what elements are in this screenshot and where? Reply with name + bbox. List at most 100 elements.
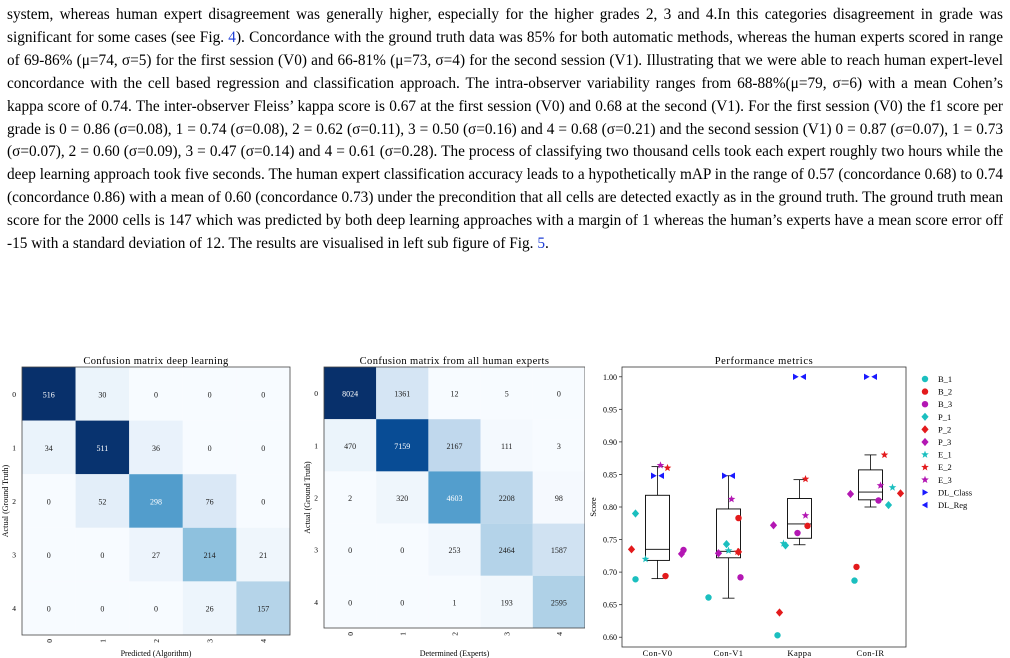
- matrix-cell: [480, 471, 533, 524]
- matrix-cell: [532, 471, 585, 524]
- matrix-cell: [428, 471, 481, 524]
- box: [645, 494, 670, 561]
- x-tick-label: Con-V0: [643, 648, 673, 658]
- col-tick-label: 2: [152, 639, 161, 643]
- legend-label: E_1: [938, 450, 952, 460]
- marker-e-2: [880, 450, 889, 459]
- matrix-cell: [22, 474, 76, 528]
- matrix-cell: [376, 419, 429, 472]
- matrix-cell: [22, 527, 76, 582]
- cell-value: 76: [206, 498, 214, 507]
- legend-marker: [921, 375, 929, 383]
- matrix-cell: [532, 419, 585, 472]
- cell-value: 12: [451, 390, 459, 399]
- col-tick-label: 4: [555, 632, 564, 636]
- marker-dl-reg: [800, 373, 806, 380]
- marker-b-2: [853, 563, 860, 571]
- legend-label: E_2: [938, 462, 952, 472]
- cell-value: 34: [45, 444, 53, 453]
- marker-e-1: [779, 539, 788, 547]
- cell-value: 4603: [447, 494, 463, 503]
- marker-b-2: [662, 572, 669, 580]
- cell-value: 0: [47, 605, 51, 614]
- confusion-matrix-human-experts: Confusion matrix from all human experts 8…: [303, 356, 585, 658]
- y-tick-label: 0.95: [603, 405, 617, 414]
- cell-value: 21: [259, 551, 267, 560]
- matrix-cell: [236, 527, 290, 582]
- cell-value: 0: [557, 390, 561, 399]
- cell-value: 470: [344, 442, 356, 451]
- y-tick-label: 0.80: [603, 503, 617, 512]
- row-tick-label: 4: [314, 598, 318, 607]
- marker-b-1: [632, 576, 639, 583]
- cell-value: 511: [97, 444, 109, 453]
- matrix-cell: [376, 523, 429, 576]
- y-tick-label: 0.65: [603, 601, 617, 610]
- matrix-cell: [376, 367, 429, 420]
- cell-value: 52: [98, 498, 106, 507]
- cell-value: 2: [348, 494, 352, 503]
- cell-value: 2464: [499, 546, 515, 555]
- marker-b-3: [875, 497, 882, 504]
- row-tick-label: 0: [12, 390, 16, 399]
- y-tick-label: 0.90: [603, 438, 617, 447]
- cell-value: 214: [204, 551, 216, 560]
- matrix-cell: [129, 581, 183, 635]
- row-tick-label: 2: [12, 497, 16, 506]
- col-tick-label: 4: [259, 639, 268, 643]
- plot-frame: [621, 366, 907, 648]
- col-tick-label: 2: [451, 632, 460, 636]
- marker-p-2: [627, 545, 636, 554]
- matrix-cell: [236, 420, 290, 475]
- marker-e-2: [733, 547, 742, 556]
- matrix-cell: [376, 471, 429, 524]
- matrix-cell: [22, 581, 76, 635]
- cell-value: 1: [453, 598, 457, 607]
- marker-e-2: [801, 475, 810, 483]
- matrix-cell: [75, 527, 130, 582]
- paragraph-text: ). Concordance with the ground truth dat…: [7, 28, 1004, 253]
- x-tick-label: Kappa: [787, 648, 811, 658]
- y-tick-label: 0.70: [603, 568, 617, 577]
- matrix-cell: [480, 575, 533, 628]
- matrix-cell: [129, 367, 183, 421]
- cell-value: 157: [257, 605, 269, 614]
- marker-e-1: [641, 555, 650, 563]
- row-tick-label: 1: [12, 443, 16, 452]
- legend-marker: [921, 437, 929, 447]
- marker-p-3: [846, 489, 855, 499]
- y-tick-label: 0.75: [603, 536, 617, 545]
- matrix-cell: [236, 581, 290, 635]
- cell-value: 8024: [342, 390, 358, 399]
- matrix-cell: [324, 575, 377, 628]
- y-tick-label: 1.00: [603, 373, 617, 382]
- y-axis-label: Score: [588, 497, 598, 517]
- cell-value: 2167: [447, 442, 463, 451]
- matrix-cell: [236, 474, 290, 528]
- row-tick-label: 0: [314, 389, 318, 398]
- figure-reference-link[interactable]: 5: [537, 235, 545, 253]
- marker-p-1: [631, 509, 640, 518]
- matrix-cell: [428, 367, 481, 420]
- matrix-frame: [323, 366, 585, 629]
- matrix-cell: [75, 367, 130, 421]
- col-tick-label: 0: [45, 639, 54, 643]
- matrix-cell: [532, 367, 585, 420]
- legend-label: B_2: [938, 387, 952, 397]
- legend-label: E_3: [938, 475, 952, 485]
- cell-value: 0: [100, 551, 104, 560]
- marker-b-1: [851, 577, 858, 584]
- marker-e-3: [876, 481, 885, 489]
- legend-label: DL_Class: [938, 487, 972, 497]
- marker-b-2: [804, 522, 811, 530]
- marker-dl-class: [793, 373, 799, 380]
- y-axis-label: Actual (Ground Truth): [303, 461, 312, 534]
- legend-marker: [922, 489, 929, 496]
- cell-value: 2595: [551, 598, 567, 607]
- matrix-cell: [480, 419, 533, 472]
- figure-reference-link[interactable]: 4: [228, 28, 236, 46]
- matrix-cell: [75, 581, 130, 635]
- matrix-cell: [324, 471, 377, 524]
- marker-p-1: [722, 540, 731, 549]
